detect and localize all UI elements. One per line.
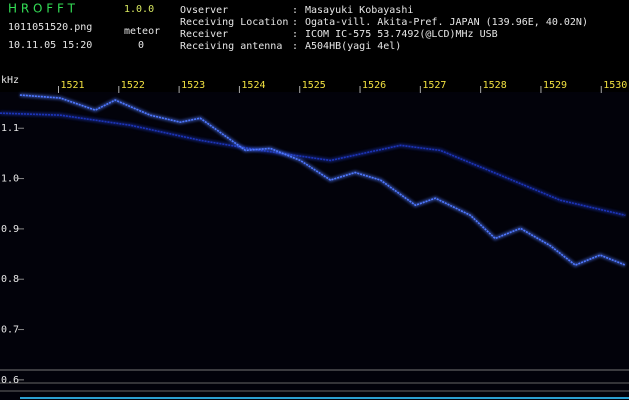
info-separator: : (292, 17, 298, 28)
meteor-count: 0 (138, 40, 144, 51)
trace (19, 94, 626, 267)
filename: 1011051520.png (8, 22, 92, 33)
x-tick-label: 1524 (241, 80, 265, 91)
app-name: H R O F F T (8, 2, 76, 16)
info-value: Masayuki Kobayashi (305, 5, 413, 16)
info-value: ICOM IC-575 53.7492(@LCD)MHz USB (305, 29, 498, 40)
info-label: Receiving antenna (180, 41, 282, 52)
y-tick-label: 0.8 (1, 274, 19, 285)
y-tick-label: 0.9 (1, 224, 19, 235)
x-tick-label: 1528 (483, 80, 507, 91)
datetime: 10.11.05 15:20 (8, 40, 92, 51)
info-label: Receiving Location (180, 17, 288, 28)
info-separator: : (292, 5, 298, 16)
info-label: Ovserver (180, 5, 228, 16)
x-tick-label: 1525 (302, 80, 326, 91)
version: 1.0.0 (124, 4, 154, 15)
x-tick-label: 1523 (181, 80, 205, 91)
y-tick-label: 1.0 (1, 174, 19, 185)
info-label: Receiver (180, 29, 228, 40)
info-separator: : (292, 29, 298, 40)
trace (0, 112, 626, 217)
y-axis-label: kHz (1, 75, 19, 86)
y-tick-label: 1.1 (1, 123, 19, 134)
plot-area (0, 92, 629, 400)
x-tick-label: 1529 (543, 80, 567, 91)
y-tick-label: 0.6 (1, 375, 19, 386)
meteor-label: meteor (124, 26, 160, 37)
x-tick-label: 1522 (121, 80, 145, 91)
x-tick-label: 1530 (603, 80, 627, 91)
y-tick-label: 0.7 (1, 325, 19, 336)
info-value: Ogata-vill. Akita-Pref. JAPAN (139.96E, … (305, 17, 588, 28)
info-separator: : (292, 41, 298, 52)
x-tick-label: 1527 (422, 80, 446, 91)
x-tick-label: 1526 (362, 80, 386, 91)
x-tick-label: 1521 (60, 80, 84, 91)
info-value: A504HB(yagi 4el) (305, 41, 401, 52)
